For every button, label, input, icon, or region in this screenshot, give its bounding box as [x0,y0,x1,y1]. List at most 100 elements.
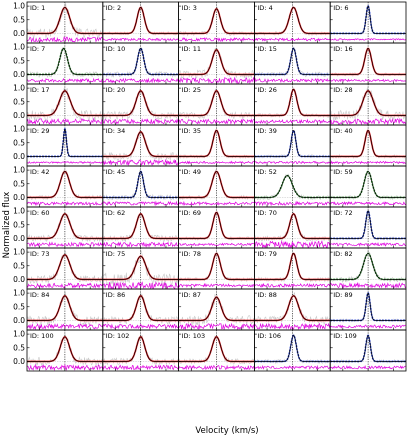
residual-line [178,118,255,125]
spectrum-panel: ID: 59 [329,165,407,208]
panel-id-label: ID: 84 [30,291,49,299]
model-fit-line [254,7,331,34]
model-fit-line [330,335,406,362]
y-tick-label: 1.0 [13,2,25,11]
model-fit-line [102,213,179,239]
spectrum-panel: ID: 6 [329,1,407,44]
spectrum-panel: ID: 84 0.0 0.5 1.0 [13,288,104,331]
model-fit-line [27,254,103,280]
model-fit-line [27,128,103,157]
data-spectrum-line [102,292,179,325]
residual-line [27,160,103,164]
residual-line [330,324,407,329]
residual-line [330,281,407,289]
y-tick-label: 1.0 [13,125,25,134]
y-tick-label: 0.5 [13,97,25,106]
model-fit-line [102,171,179,198]
model-fit-line [102,295,179,321]
residual-line [330,241,407,247]
panel-id-label: ID: 103 [182,332,206,340]
spectrum-panel: ID: 106 [253,329,331,372]
spectrum-panel: ID: 16 [329,42,407,85]
spectrum-panel: ID: 4 [253,1,331,44]
y-tick-label: 0.5 [13,138,25,147]
residual-line [102,200,179,207]
model-fit-line [27,90,103,116]
model-fit-line [27,48,103,75]
model-fit-line [330,210,406,239]
panel-id-label: ID: 69 [182,209,201,217]
model-fit-line [178,212,255,239]
y-tick-label: 0.5 [13,261,25,270]
panel-id-label: ID: 72 [333,209,352,217]
model-fit-line [254,130,331,157]
spectrum-panel: ID: 49 [178,165,255,208]
spectrum-panel: ID: 88 [253,288,331,331]
residual-line [178,322,255,330]
spectrum-panel: ID: 89 [329,288,407,331]
panel-id-label: ID: 26 [257,86,276,94]
residual-line [254,239,331,248]
y-tick-label: 1.0 [13,207,25,216]
model-fit-line [254,213,331,239]
residual-line [178,282,255,288]
panel-id-label: ID: 34 [106,127,125,135]
model-fit-line [27,171,103,198]
spectrum-panel: ID: 35 [178,124,255,167]
residual-line [27,241,103,248]
spectrum-panel: ID: 72 [329,206,407,249]
y-tick-label: 1.0 [13,248,25,257]
residual-line [178,364,255,371]
panel-id-label: ID: 100 [30,332,54,340]
model-fit-line [102,131,179,157]
residual-line [27,36,103,43]
spectrum-panel: ID: 3 [178,1,255,44]
y-axis-label: Normalized flux [2,192,12,259]
spectrum-panel: ID: 25 [178,83,255,126]
residual-line [178,36,255,43]
residual-line [254,322,331,330]
spectrum-panel: ID: 70 [253,206,331,249]
residual-line [330,78,407,83]
model-fit-line [27,336,103,362]
y-tick-label: 0.5 [13,56,25,65]
y-tick-label: 0.0 [13,70,25,79]
model-fit-line [102,48,179,75]
model-fit-line [27,213,103,239]
data-spectrum-line [27,214,103,243]
residual-line [178,160,255,165]
spectrum-panel: ID: 69 [178,206,255,249]
y-tick-label: 0.5 [13,179,25,188]
data-spectrum-line [178,293,255,326]
spectrum-panel: ID: 78 [178,247,255,290]
residual-line [254,282,331,288]
spectrum-panel: ID: 39 [253,124,331,167]
y-tick-label: 0.5 [13,220,25,229]
panel-id-label: ID: 28 [333,86,352,94]
spectrum-panel: ID: 2 [102,1,180,44]
residual-line [27,77,103,84]
model-fit-line [330,171,406,198]
panels-group: ID: 10.00.51.0 ID: 2 ID: 3 ID: 4 ID: 6ID: 70… [13,1,407,372]
panel-id-label: ID: 52 [257,168,276,176]
panel-id-label: ID: 25 [182,86,201,94]
residual-line [330,117,407,125]
model-fit-line [178,171,255,198]
model-fit-line [330,5,406,34]
panel-id-label: ID: 102 [106,332,130,340]
spectrum-panel: ID: 17 0.0 0.5 1.0 [13,84,104,126]
panel-id-label: ID: 59 [333,168,352,176]
spectrum-panel: ID: 103 [178,329,255,372]
panel-id-label: ID: 87 [182,291,201,299]
y-tick-label: 0.0 [13,234,25,243]
panel-id-label: ID: 70 [257,209,276,217]
model-fit-line [178,253,255,280]
data-spectrum-line [102,88,179,120]
panel-id-label: ID: 86 [106,291,125,299]
panel-id-label: ID: 82 [333,250,352,258]
residual-line [330,38,407,41]
residual-line [254,118,331,125]
panel-id-label: ID: 45 [106,168,125,176]
panel-id-label: ID: 109 [333,332,357,340]
